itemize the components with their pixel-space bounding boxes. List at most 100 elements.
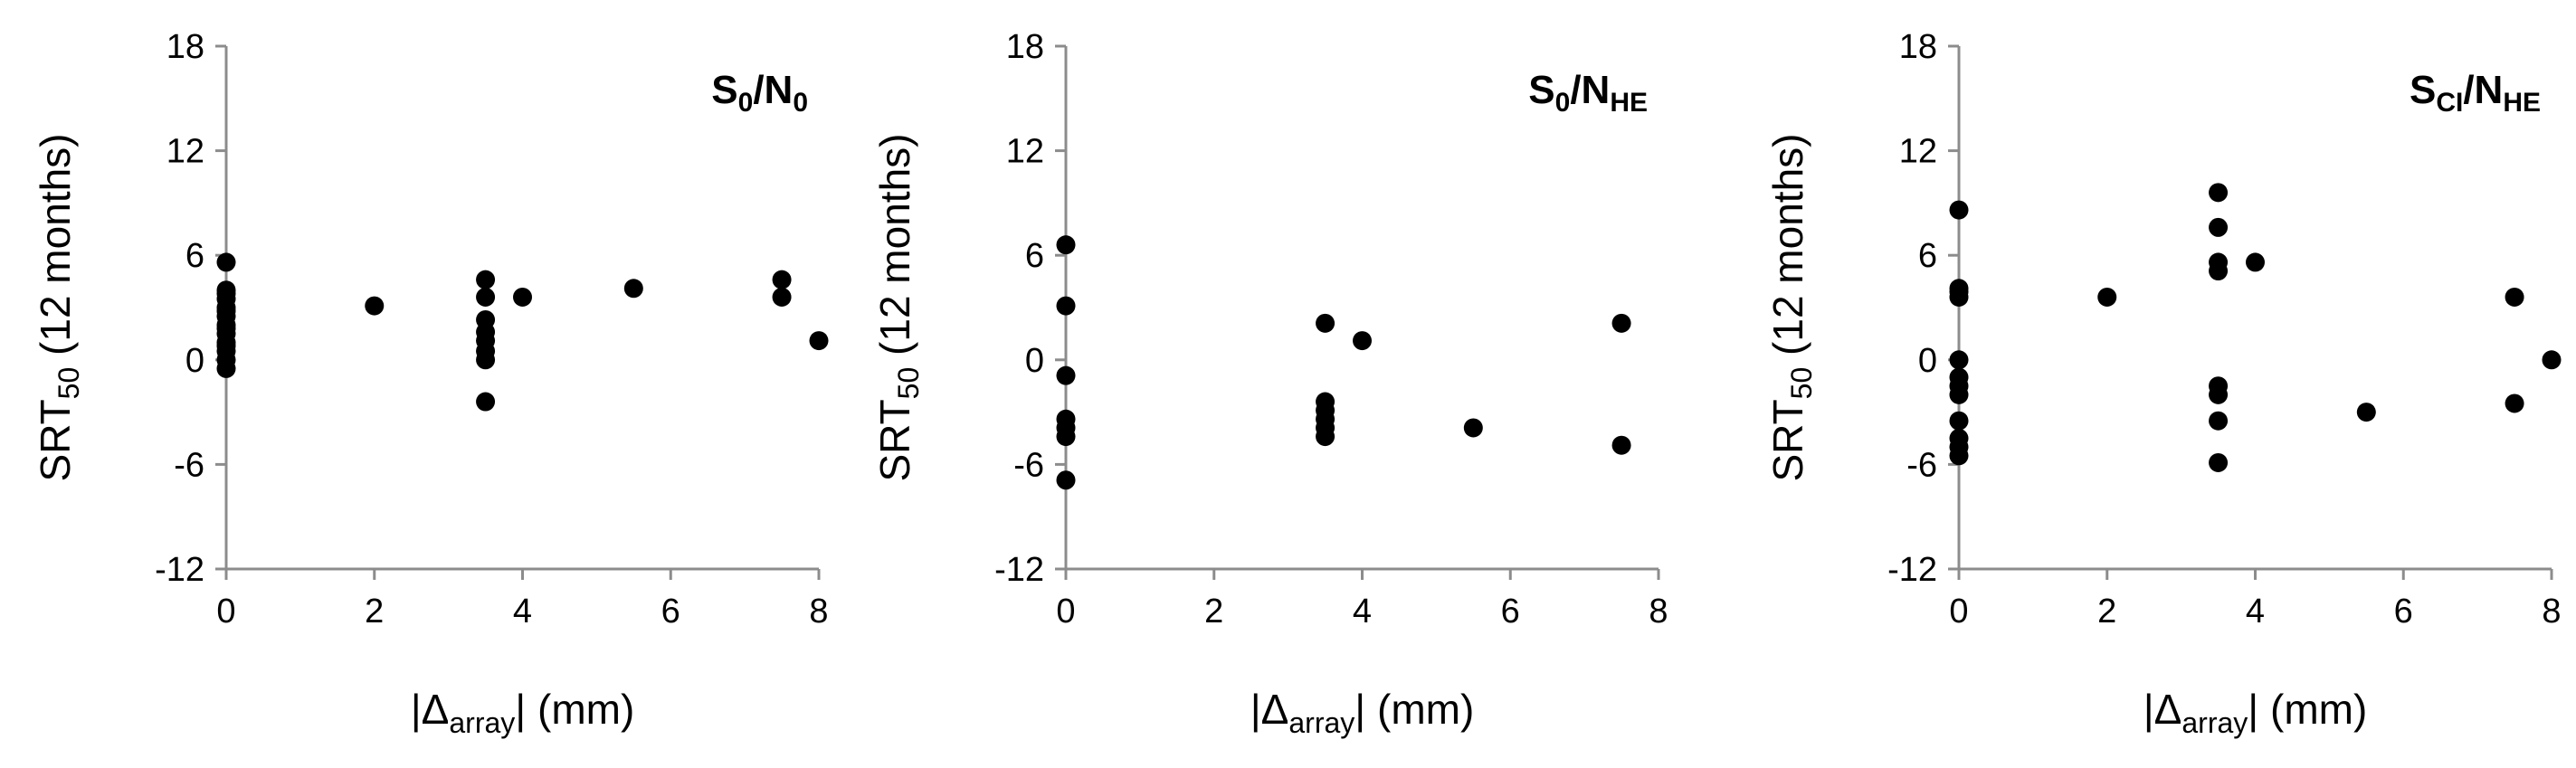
y-tick-label: -12 — [155, 551, 204, 589]
y-tick-label: 6 — [1025, 237, 1044, 275]
x-tick-label: 2 — [1204, 593, 1223, 631]
x-tick-label: 0 — [1056, 593, 1075, 631]
panel-label-noise: /N — [1570, 68, 1610, 112]
data-point — [513, 287, 532, 307]
y-tick-label: 12 — [1899, 133, 1937, 171]
data-point — [216, 318, 236, 338]
x-tick-label: 2 — [365, 593, 384, 631]
x-axis-title-subscript: array — [2182, 706, 2248, 739]
y-tick-label: -6 — [1906, 446, 1937, 484]
data-point — [1949, 282, 1969, 302]
y-tick-label: 0 — [1025, 342, 1044, 380]
panel-label-signal: S — [2410, 68, 2436, 112]
data-point — [2505, 393, 2524, 413]
data-point — [2246, 252, 2265, 272]
data-point — [2209, 411, 2229, 431]
x-axis-title-end: | (mm) — [515, 686, 634, 733]
x-tick-label: 2 — [2097, 593, 2116, 631]
x-tick-label: 0 — [216, 593, 235, 631]
data-point — [2209, 183, 2229, 203]
data-point — [1949, 446, 1969, 466]
y-axis-title-subscript: 50 — [52, 367, 85, 400]
panel-condition-label: S0/NHE — [1528, 68, 1648, 118]
data-point — [2209, 452, 2229, 472]
x-tick-label: 8 — [809, 593, 828, 631]
y-tick-label: 0 — [1918, 342, 1937, 380]
x-tick-label: 8 — [1649, 593, 1668, 631]
x-axis-title-end: | (mm) — [2248, 686, 2367, 733]
y-tick-label: -12 — [994, 551, 1044, 589]
x-tick-label: 8 — [2542, 593, 2561, 631]
data-point — [1316, 313, 1336, 333]
y-axis-title-main: SRT — [871, 399, 918, 481]
data-point — [2209, 217, 2229, 237]
chart-panel-3: -12 -6 0 6 12 18 0 2 4 6 8 |Δarray| (mm) SRT50 (12 m… — [1764, 28, 2562, 739]
data-point — [216, 301, 236, 321]
y-axis-title-end: (12 months) — [1764, 134, 1811, 367]
data-point — [476, 270, 496, 289]
x-axis-title: |Δarray| (mm) — [411, 686, 635, 739]
x-axis-title: |Δarray| (mm) — [1250, 686, 1475, 739]
panel-label-signal: S — [711, 68, 737, 112]
data-point — [1611, 435, 1631, 455]
y-axis-title: SRT50 (12 months) — [871, 134, 925, 482]
data-point — [216, 336, 236, 356]
panel-label-signal-subscript: 0 — [1555, 88, 1571, 118]
data-point — [809, 331, 829, 351]
y-axis-title-end: (12 months) — [32, 134, 79, 367]
x-tick-label: 6 — [2394, 593, 2413, 631]
data-point — [1056, 365, 1076, 385]
data-point — [2209, 384, 2229, 404]
y-axis-title: SRT50 (12 months) — [32, 134, 85, 482]
y-axis-title-main: SRT — [1764, 399, 1811, 481]
x-axis-title-main: |Δ — [411, 686, 450, 733]
x-axis-title-subscript: array — [449, 706, 515, 739]
data-point — [1949, 384, 1969, 404]
panel-condition-label: SCI/NHE — [2410, 68, 2541, 118]
y-tick-label: 12 — [166, 133, 204, 171]
y-tick-label: 18 — [1899, 28, 1937, 66]
panel-label-signal: S — [1528, 68, 1554, 112]
y-axis-title-subscript: 50 — [892, 367, 925, 400]
y-tick-label: 12 — [1006, 133, 1044, 171]
data-point — [1316, 427, 1336, 447]
data-point — [476, 392, 496, 412]
data-point — [216, 252, 236, 272]
data-point — [1056, 296, 1076, 316]
data-point — [1463, 418, 1483, 438]
x-axis-title-main: |Δ — [2143, 686, 2182, 733]
chart-panel-2: -12 -6 0 6 12 18 0 2 4 6 8 |Δarray| (mm) SRT50 (12 m… — [871, 28, 1668, 739]
x-axis-title: |Δarray| (mm) — [2143, 686, 2368, 739]
y-tick-label: 6 — [1918, 237, 1937, 275]
data-point — [1949, 411, 1969, 431]
x-tick-label: 4 — [1353, 593, 1372, 631]
x-axis-title-end: | (mm) — [1355, 686, 1474, 733]
data-point — [2356, 403, 2376, 422]
data-point — [2505, 287, 2524, 307]
data-point — [1949, 200, 1969, 220]
x-tick-label: 4 — [513, 593, 532, 631]
y-tick-label: -12 — [1887, 551, 1937, 589]
y-axis-title-end: (12 months) — [871, 134, 918, 367]
y-tick-label: 18 — [166, 28, 204, 66]
data-point — [476, 287, 496, 307]
y-axis-title-main: SRT — [32, 399, 79, 481]
data-point — [1056, 235, 1076, 255]
chart-panel-1: -12 -6 0 6 12 18 0 2 4 6 8 |Δarray| (mm) SRT50 (12 m… — [32, 28, 829, 739]
y-axis-title-subscript: 50 — [1785, 367, 1818, 400]
x-axis-title-subscript: array — [1288, 706, 1355, 739]
data-point — [2209, 261, 2229, 281]
panel-label-noise-subscript: HE — [1610, 88, 1648, 118]
panel-label-signal-subscript: 0 — [738, 88, 754, 118]
data-point — [365, 296, 385, 316]
y-axis-title: SRT50 (12 months) — [1764, 134, 1818, 482]
x-tick-label: 6 — [1501, 593, 1520, 631]
data-point — [1949, 350, 1969, 370]
y-tick-label: 0 — [185, 342, 204, 380]
y-tick-label: 18 — [1006, 28, 1044, 66]
data-point — [623, 279, 643, 299]
data-point — [2097, 287, 2117, 307]
panel-label-noise-subscript: 0 — [793, 88, 808, 118]
y-tick-label: -6 — [174, 446, 204, 484]
